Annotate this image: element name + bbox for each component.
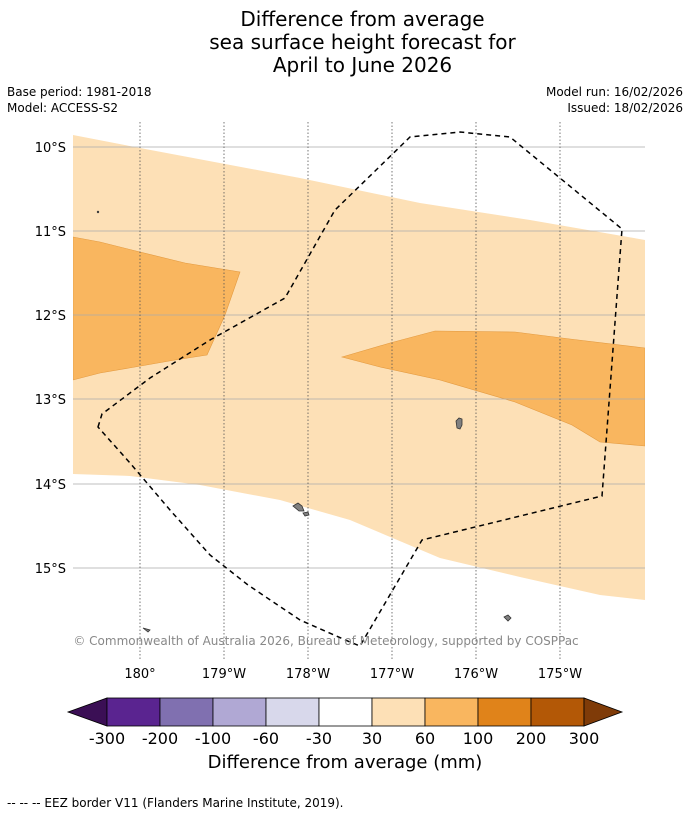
island-speck-2: [142, 627, 151, 633]
colorbar-segment: [159, 697, 214, 727]
colorbar-segment: [371, 697, 426, 727]
title-line-2: sea surface height forecast for: [209, 30, 516, 54]
lon-label: 177°W: [370, 667, 414, 682]
colorbar-segment: [265, 697, 320, 727]
island-niuafoou: [503, 614, 512, 622]
lon-label: 180°: [124, 667, 155, 682]
island-speck-1: [96, 210, 100, 214]
map-area: [73, 122, 645, 660]
colorbar-tick-label: -300: [89, 729, 125, 748]
colorbar-extend-high: [583, 697, 624, 727]
lat-label: 13°S: [35, 393, 66, 408]
anomaly-60-100-east: [340, 330, 645, 447]
lat-label: 14°S: [35, 478, 66, 493]
lon-label: 179°W: [202, 667, 246, 682]
colorbar-tick-label: -200: [142, 729, 178, 748]
model-name: Model: ACCESS-S2: [7, 101, 119, 115]
meta-right: Model run: 16/02/2026 Issued: 18/02/2026: [546, 84, 683, 116]
colorbar-segment: [424, 697, 479, 727]
lat-label: 12°S: [35, 309, 66, 324]
title-line-1: Difference from average: [240, 7, 485, 31]
colorbar-labels: -300 -200 -100 -60 -30 30 60 100 200 300: [89, 729, 599, 748]
lat-axis: 10°S 11°S 12°S 13°S 14°S 15°S: [35, 141, 66, 577]
lon-axis: 180° 179°W 178°W 177°W 176°W 175°W: [124, 667, 582, 682]
lon-label: 178°W: [286, 667, 330, 682]
issued-date: Issued: 18/02/2026: [567, 101, 683, 115]
colorbar-tick-label: 300: [569, 729, 600, 748]
colorbar-tick-label: 100: [463, 729, 494, 748]
title-line-3: April to June 2026: [272, 53, 453, 77]
model-run: Model run: 16/02/2026: [545, 85, 683, 99]
chart-title: Difference from average sea surface heig…: [0, 8, 690, 77]
colorbar-segment: [477, 697, 532, 727]
anomaly-60-100-west: [73, 236, 241, 381]
lat-label: 15°S: [35, 562, 66, 577]
lon-label: 175°W: [538, 667, 582, 682]
colorbar-segment: [530, 697, 585, 727]
lat-label: 10°S: [35, 141, 66, 156]
lat-label: 11°S: [35, 225, 66, 240]
colorbar-tick-label: -100: [195, 729, 231, 748]
copyright-notice: © Commonwealth of Australia 2026, Bureau…: [73, 634, 578, 648]
islands: [96, 210, 512, 633]
meta-left: Base period: 1981-2018 Model: ACCESS-S2: [7, 84, 152, 116]
eez-legend: -- -- -- EEZ border V11 (Flanders Marine…: [7, 796, 344, 810]
island-alofi: [302, 511, 310, 517]
island-wallis: [455, 417, 463, 430]
colorbar-tick-label: 60: [415, 729, 435, 748]
lon-label: 176°W: [454, 667, 498, 682]
base-period: Base period: 1981-2018: [7, 85, 152, 99]
eez-border: [97, 131, 623, 647]
colorbar-segment: [318, 697, 373, 727]
colorbar-segment: [212, 697, 267, 727]
grid-lines: [73, 146, 645, 569]
island-futuna: [292, 502, 305, 512]
colorbar-tick-label: -60: [253, 729, 279, 748]
colorbar-title: Difference from average (mm): [207, 752, 483, 773]
colorbar-extend-low: [66, 697, 108, 727]
colorbar-tick-label: 30: [362, 729, 382, 748]
grid-lon-lines: [139, 122, 561, 660]
colorbar-segment: [106, 697, 161, 727]
colorbar-tick-label: 200: [516, 729, 547, 748]
colorbar-tick-label: -30: [306, 729, 332, 748]
colorbar: [66, 697, 624, 727]
